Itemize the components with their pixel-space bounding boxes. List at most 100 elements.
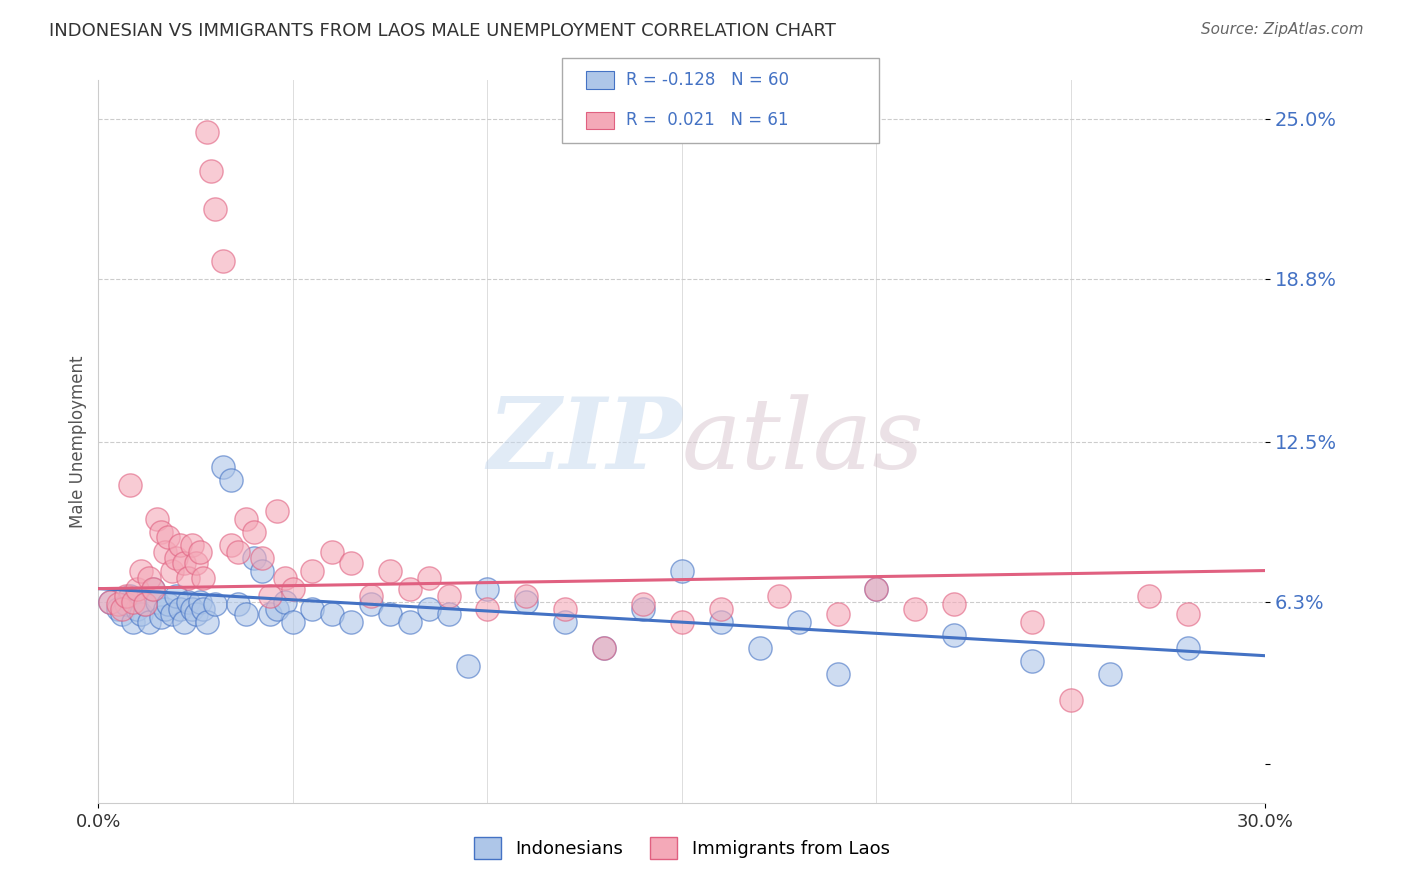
Point <box>184 607 207 622</box>
Point <box>149 524 172 539</box>
Point <box>111 602 134 616</box>
Point <box>204 597 226 611</box>
Point <box>98 594 121 608</box>
Point <box>554 602 576 616</box>
Point <box>134 597 156 611</box>
Point <box>259 590 281 604</box>
Point <box>173 615 195 630</box>
Point <box>340 556 363 570</box>
Point <box>593 640 616 655</box>
Point <box>768 590 790 604</box>
Point <box>1137 590 1160 604</box>
Text: atlas: atlas <box>682 394 925 489</box>
Point <box>301 602 323 616</box>
Point <box>195 125 218 139</box>
Point <box>98 594 121 608</box>
Point <box>146 512 169 526</box>
Point <box>671 615 693 630</box>
Point <box>114 597 136 611</box>
Point <box>787 615 810 630</box>
Point <box>865 582 887 596</box>
Point <box>153 545 176 559</box>
Point <box>418 571 440 585</box>
Point <box>477 602 499 616</box>
Text: Source: ZipAtlas.com: Source: ZipAtlas.com <box>1201 22 1364 37</box>
Point <box>1021 654 1043 668</box>
Point <box>398 615 420 630</box>
Point <box>457 659 479 673</box>
Point <box>162 564 184 578</box>
Point <box>188 545 211 559</box>
Point <box>1060 692 1083 706</box>
Point <box>142 582 165 596</box>
Point <box>180 602 202 616</box>
Point <box>243 524 266 539</box>
Point <box>157 530 180 544</box>
Point <box>129 564 152 578</box>
Point <box>235 607 257 622</box>
Point <box>827 666 849 681</box>
Point <box>165 550 187 565</box>
Point <box>118 590 141 604</box>
Point <box>184 556 207 570</box>
Point <box>193 602 215 616</box>
Point <box>437 590 460 604</box>
Point <box>554 615 576 630</box>
Point <box>865 582 887 596</box>
Point <box>195 615 218 630</box>
Point <box>165 590 187 604</box>
Point <box>380 564 402 578</box>
Point <box>177 571 200 585</box>
Point <box>188 594 211 608</box>
Point <box>398 582 420 596</box>
Point <box>228 597 250 611</box>
Point <box>827 607 849 622</box>
Point <box>219 473 242 487</box>
Point <box>134 597 156 611</box>
Point <box>193 571 215 585</box>
Point <box>228 545 250 559</box>
Point <box>250 550 273 565</box>
Point <box>477 582 499 596</box>
Point <box>162 607 184 622</box>
Point <box>142 582 165 596</box>
Point <box>321 545 343 559</box>
Point <box>169 538 191 552</box>
Point <box>118 478 141 492</box>
Point <box>235 512 257 526</box>
Point <box>360 590 382 604</box>
Point <box>1177 640 1199 655</box>
Point <box>437 607 460 622</box>
Point <box>219 538 242 552</box>
Point <box>122 594 145 608</box>
Point <box>107 597 129 611</box>
Point <box>200 163 222 178</box>
Point <box>180 538 202 552</box>
Point <box>671 564 693 578</box>
Point <box>173 556 195 570</box>
Point <box>1177 607 1199 622</box>
Point <box>631 597 654 611</box>
Point <box>153 602 176 616</box>
Point <box>321 607 343 622</box>
Text: ZIP: ZIP <box>486 393 682 490</box>
Point <box>266 602 288 616</box>
Point <box>169 602 191 616</box>
Point <box>1021 615 1043 630</box>
Point <box>243 550 266 565</box>
Point <box>146 594 169 608</box>
Point <box>380 607 402 622</box>
Point <box>114 590 136 604</box>
Point <box>631 602 654 616</box>
Point <box>212 460 235 475</box>
Point <box>107 602 129 616</box>
Point <box>138 571 160 585</box>
Point <box>212 253 235 268</box>
Point <box>710 602 733 616</box>
Point <box>748 640 770 655</box>
Point <box>281 615 304 630</box>
Point <box>127 602 149 616</box>
Legend: Indonesians, Immigrants from Laos: Indonesians, Immigrants from Laos <box>467 830 897 866</box>
Point <box>138 615 160 630</box>
Point <box>274 571 297 585</box>
